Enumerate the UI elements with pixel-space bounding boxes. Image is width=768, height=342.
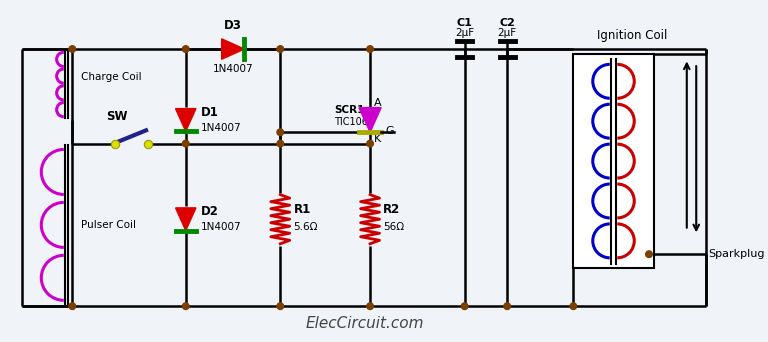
Text: ElecCircuit.com: ElecCircuit.com: [305, 316, 424, 331]
Text: SCR1: SCR1: [334, 105, 365, 116]
Text: 56Ω: 56Ω: [383, 222, 405, 232]
Circle shape: [183, 46, 189, 52]
Bar: [574, 54, 654, 268]
Text: Charge Coil: Charge Coil: [81, 72, 141, 82]
Polygon shape: [359, 108, 381, 132]
Polygon shape: [176, 109, 196, 131]
Circle shape: [367, 140, 373, 147]
Text: 5.6Ω: 5.6Ω: [293, 222, 318, 232]
Text: TIC106: TIC106: [334, 117, 368, 127]
Text: Ignition Coil: Ignition Coil: [598, 29, 667, 42]
Text: SW: SW: [106, 110, 127, 123]
Text: R2: R2: [383, 203, 401, 216]
Text: Sparkplug: Sparkplug: [709, 249, 765, 259]
Text: A: A: [374, 98, 382, 108]
Text: C1: C1: [457, 18, 472, 28]
Circle shape: [367, 46, 373, 52]
Circle shape: [277, 129, 283, 135]
Text: 1N4007: 1N4007: [201, 122, 241, 132]
Circle shape: [462, 303, 468, 310]
Text: Pulser Coil: Pulser Coil: [81, 220, 136, 230]
Circle shape: [183, 303, 189, 310]
Circle shape: [504, 303, 511, 310]
Circle shape: [367, 303, 373, 310]
Text: 2μF: 2μF: [498, 28, 517, 38]
Text: 2μF: 2μF: [455, 28, 474, 38]
Circle shape: [69, 303, 75, 310]
Circle shape: [646, 251, 652, 258]
Text: D2: D2: [201, 205, 219, 218]
Text: K: K: [374, 134, 381, 144]
Circle shape: [570, 303, 577, 310]
Text: 1N4007: 1N4007: [213, 64, 253, 74]
Circle shape: [277, 46, 283, 52]
Circle shape: [277, 303, 283, 310]
Text: D1: D1: [201, 106, 219, 119]
Text: C2: C2: [499, 18, 515, 28]
Text: 1N4007: 1N4007: [201, 222, 241, 232]
Text: G: G: [386, 126, 394, 136]
Polygon shape: [176, 208, 196, 231]
Text: R1: R1: [293, 203, 311, 216]
Circle shape: [183, 140, 189, 147]
Circle shape: [69, 46, 75, 52]
Circle shape: [277, 140, 283, 147]
Text: D3: D3: [224, 19, 242, 32]
Polygon shape: [222, 39, 244, 59]
